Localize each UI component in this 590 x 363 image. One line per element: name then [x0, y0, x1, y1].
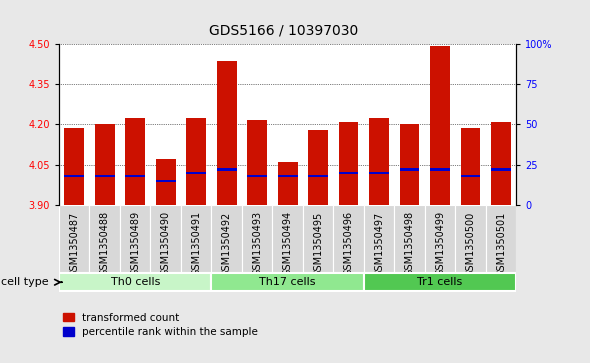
Bar: [333, 44, 364, 205]
Bar: [90, 44, 120, 205]
Bar: [95, 124, 114, 205]
Bar: [491, 168, 511, 171]
FancyBboxPatch shape: [455, 205, 486, 272]
FancyBboxPatch shape: [364, 205, 394, 272]
Bar: [64, 175, 84, 177]
FancyBboxPatch shape: [486, 205, 516, 272]
Bar: [125, 118, 145, 205]
Bar: [425, 44, 455, 205]
Bar: [455, 44, 486, 205]
Bar: [95, 175, 114, 177]
Bar: [399, 124, 419, 205]
Bar: [278, 162, 297, 205]
Bar: [303, 44, 333, 205]
Bar: [308, 175, 328, 177]
FancyBboxPatch shape: [425, 205, 455, 272]
Text: Th0 cells: Th0 cells: [110, 277, 160, 287]
FancyBboxPatch shape: [150, 205, 181, 272]
Bar: [430, 46, 450, 205]
Text: Tr1 cells: Tr1 cells: [417, 277, 463, 287]
Bar: [399, 168, 419, 171]
Bar: [273, 44, 303, 205]
Bar: [278, 175, 297, 177]
Bar: [369, 118, 389, 205]
Bar: [59, 44, 90, 205]
FancyBboxPatch shape: [59, 273, 211, 291]
FancyBboxPatch shape: [394, 205, 425, 272]
Bar: [64, 129, 84, 205]
Bar: [491, 122, 511, 205]
FancyBboxPatch shape: [333, 205, 364, 272]
Bar: [430, 168, 450, 171]
FancyBboxPatch shape: [211, 273, 364, 291]
Bar: [339, 122, 359, 205]
Bar: [486, 44, 516, 205]
Bar: [461, 129, 480, 205]
Legend: transformed count, percentile rank within the sample: transformed count, percentile rank withi…: [59, 309, 262, 341]
Bar: [211, 44, 242, 205]
Bar: [125, 175, 145, 177]
FancyBboxPatch shape: [242, 205, 273, 272]
Bar: [156, 159, 176, 205]
Bar: [217, 61, 237, 205]
Bar: [186, 118, 206, 205]
Text: cell type: cell type: [1, 277, 48, 287]
Bar: [247, 175, 267, 177]
Bar: [394, 44, 425, 205]
Bar: [369, 172, 389, 174]
Bar: [461, 175, 480, 177]
Text: GDS5166 / 10397030: GDS5166 / 10397030: [209, 24, 358, 38]
Bar: [181, 44, 211, 205]
Bar: [364, 44, 394, 205]
Bar: [120, 44, 150, 205]
Text: Th17 cells: Th17 cells: [260, 277, 316, 287]
Bar: [308, 130, 328, 205]
FancyBboxPatch shape: [211, 205, 242, 272]
Bar: [150, 44, 181, 205]
FancyBboxPatch shape: [59, 205, 90, 272]
Bar: [242, 44, 273, 205]
Bar: [156, 180, 176, 182]
FancyBboxPatch shape: [273, 205, 303, 272]
FancyBboxPatch shape: [120, 205, 150, 272]
Bar: [186, 172, 206, 174]
Bar: [339, 172, 359, 174]
Bar: [217, 168, 237, 171]
FancyBboxPatch shape: [90, 205, 120, 272]
FancyBboxPatch shape: [181, 205, 211, 272]
FancyBboxPatch shape: [303, 205, 333, 272]
Bar: [247, 120, 267, 205]
FancyBboxPatch shape: [364, 273, 516, 291]
